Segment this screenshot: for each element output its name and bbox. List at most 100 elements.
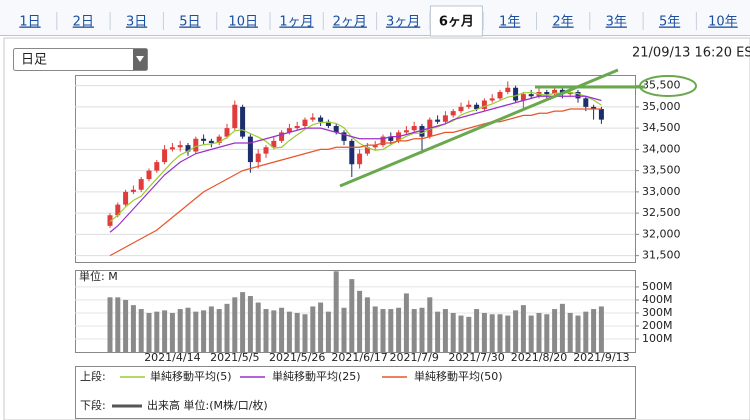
tab[interactable]: 5年: [659, 15, 680, 30]
volume-bar: [505, 315, 511, 352]
candle-body: [310, 117, 316, 120]
y-tick-label: 32,000: [642, 227, 681, 240]
volume-bar: [458, 315, 464, 352]
candle-body: [162, 149, 168, 163]
timestamp: 21/09/13 16:20 EST: [632, 46, 750, 61]
tab[interactable]: 1年: [499, 15, 520, 30]
tab[interactable]: 2ヶ月: [333, 15, 367, 30]
candle-body: [364, 147, 370, 154]
candle-body: [450, 111, 456, 116]
selected-tab: [429, 5, 483, 37]
legend-lower-label: 下段:: [80, 398, 106, 412]
x-tick-label: 2021/7/30: [448, 351, 504, 364]
candle-body: [318, 117, 324, 122]
volume-y-tick-label: 500M: [642, 280, 673, 293]
candle-body: [325, 121, 331, 126]
tab[interactable]: 1日: [19, 15, 40, 30]
candle-body: [247, 136, 253, 163]
volume-bar: [474, 309, 480, 352]
candle-body: [240, 106, 246, 137]
dropdown-label[interactable]: 日足: [21, 53, 47, 68]
candle-body: [271, 140, 277, 148]
volume-bar: [364, 297, 370, 352]
volume-bar: [208, 306, 214, 352]
volume-bar: [279, 307, 285, 352]
dropdown-box[interactable]: [13, 48, 148, 71]
candle-body: [575, 92, 581, 99]
legend-upper-label: 上段:: [80, 369, 106, 383]
tab[interactable]: 10年: [708, 15, 738, 30]
tab[interactable]: 2年: [552, 15, 573, 30]
y-tick-label: 32,500: [642, 206, 681, 219]
volume-bar: [520, 305, 526, 352]
candle-body: [123, 191, 129, 205]
volume-bar: [193, 311, 199, 352]
volume-bar: [154, 311, 160, 352]
volume-bar: [419, 307, 425, 352]
volume-bar: [185, 307, 191, 352]
dropdown[interactable]: 日足: [13, 48, 148, 71]
x-tick-label: 2021/4/14: [144, 351, 200, 364]
tab[interactable]: 5日: [179, 15, 200, 30]
volume-bar: [201, 310, 207, 352]
candle-body: [372, 145, 378, 148]
volume-y-tick-label: 200M: [642, 319, 673, 332]
candle-body: [146, 170, 152, 180]
tab[interactable]: 1ヶ月: [279, 15, 313, 30]
candle-body: [279, 132, 285, 141]
candle-body: [583, 98, 589, 107]
candle-body: [263, 147, 269, 154]
volume-bar: [544, 314, 550, 352]
tab[interactable]: 3ヶ月: [386, 15, 420, 30]
candle-body: [528, 94, 534, 97]
volume-bar: [513, 310, 519, 352]
volume-bar: [380, 309, 386, 352]
volume-bar: [567, 312, 573, 352]
candle-body: [286, 128, 292, 133]
volume-bar: [349, 279, 355, 352]
y-tick-label: 35,000: [642, 100, 681, 113]
volume-bar: [372, 306, 378, 352]
candle-body: [520, 94, 526, 101]
x-tick-label: 2021/6/17: [331, 351, 387, 364]
trend-annotation: [339, 68, 619, 188]
volume-bar: [427, 297, 433, 352]
volume-bar: [536, 312, 542, 352]
volume-y-tick-label: 400M: [642, 293, 673, 306]
legend-label: 出来高 単位:(M株/口/枚): [147, 398, 268, 412]
volume-bar: [255, 302, 261, 352]
tab-bar: [0, 0, 750, 36]
tab[interactable]: 3日: [126, 15, 147, 30]
candle-body: [294, 126, 300, 129]
candle-body: [232, 104, 238, 129]
candle-body: [193, 138, 199, 152]
tab[interactable]: 3年: [606, 15, 627, 30]
x-tick-label: 2021/7/9: [389, 351, 438, 364]
candle-body: [552, 89, 558, 95]
candle-body: [169, 147, 175, 150]
volume-bar: [302, 314, 308, 352]
tab[interactable]: 2日: [73, 15, 94, 30]
candle-body: [177, 145, 183, 148]
tab[interactable]: 10日: [228, 15, 258, 30]
x-tick-label: 2021/5/26: [269, 351, 325, 364]
candle-body: [489, 98, 495, 101]
volume-bar: [123, 299, 129, 352]
volume-bar: [169, 312, 175, 352]
candle-body: [302, 119, 308, 126]
volume-bar: [333, 271, 339, 352]
y-tick-label: 35,500: [642, 79, 681, 92]
volume-bar: [450, 312, 456, 352]
tab[interactable]: 6ヶ月: [439, 15, 474, 30]
volume-bar: [263, 309, 269, 352]
legend-box: [75, 366, 636, 419]
volume-bar: [411, 309, 417, 352]
volume-bar: [310, 306, 316, 352]
y-tick-label: 31,500: [642, 249, 681, 262]
moving-average-line: [109, 91, 602, 223]
candle-body: [458, 106, 464, 112]
moving-average-line: [109, 95, 602, 233]
candle-body: [435, 119, 441, 122]
candle-body: [349, 140, 355, 165]
